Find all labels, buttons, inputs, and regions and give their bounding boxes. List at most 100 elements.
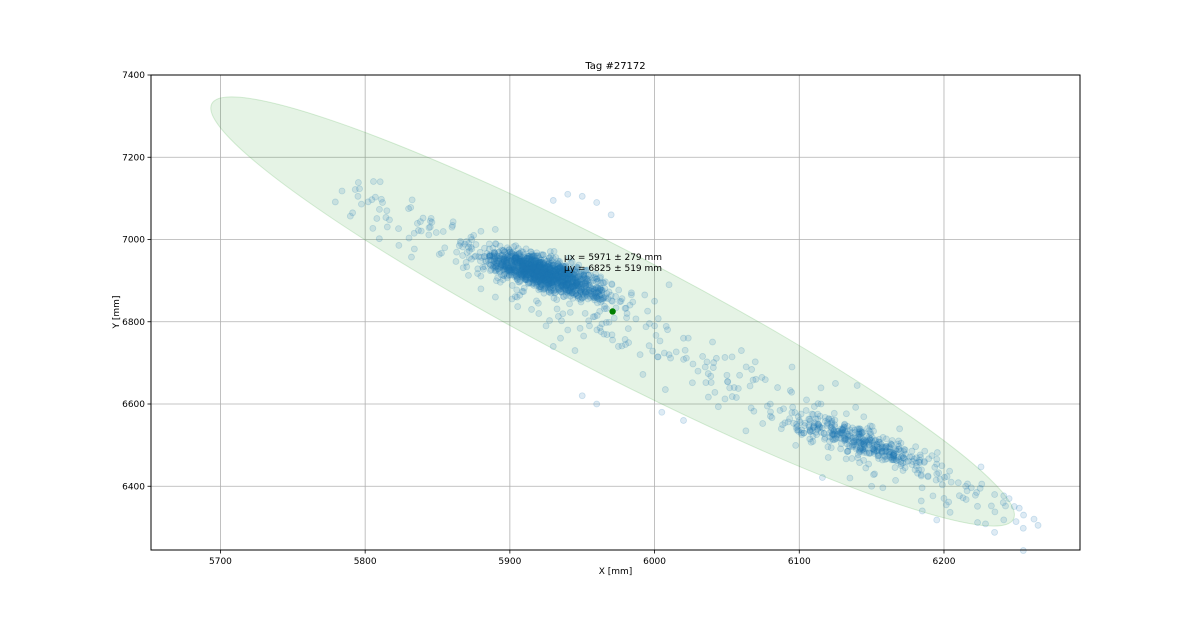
- data-point: [515, 250, 522, 258]
- data-point: [526, 267, 534, 275]
- data-point: [831, 436, 839, 443]
- data-point: [553, 272, 561, 280]
- data-point: [873, 443, 881, 451]
- data-point: [466, 247, 473, 255]
- data-point: [549, 254, 557, 262]
- data-point: [541, 272, 549, 280]
- data-point: [486, 252, 493, 260]
- data-point: [559, 273, 567, 281]
- data-point: [519, 266, 526, 274]
- data-point: [956, 492, 963, 500]
- data-point: [584, 271, 592, 279]
- data-point: [522, 261, 529, 268]
- data-point: [562, 266, 569, 274]
- data-point: [490, 260, 498, 268]
- data-point: [496, 242, 504, 250]
- data-point: [481, 244, 488, 252]
- data-point: [543, 269, 551, 277]
- data-point: [825, 415, 833, 423]
- data-point: [572, 281, 580, 289]
- data-point: [702, 379, 710, 386]
- data-point: [973, 489, 981, 496]
- data-point: [550, 261, 558, 269]
- data-point: [530, 259, 537, 267]
- data-point: [991, 508, 999, 516]
- data-point: [519, 265, 527, 273]
- data-point: [746, 382, 754, 390]
- data-point: [938, 481, 946, 489]
- data-point: [552, 271, 559, 279]
- data-point: [569, 273, 577, 281]
- data-point: [562, 273, 570, 281]
- data-point: [569, 280, 576, 288]
- data-point: [494, 254, 502, 262]
- data-point: [516, 255, 524, 263]
- data-point: [532, 256, 540, 264]
- data-point: [534, 278, 542, 286]
- data-point: [540, 265, 548, 273]
- data-point: [507, 266, 515, 274]
- data-point: [545, 280, 553, 288]
- data-point: [545, 278, 553, 286]
- data-point: [779, 421, 786, 429]
- data-point: [510, 262, 518, 270]
- data-point: [806, 417, 814, 425]
- data-point: [518, 257, 526, 265]
- data-point: [499, 276, 507, 283]
- data-point: [860, 413, 868, 421]
- data-point: [689, 360, 697, 368]
- data-point: [495, 257, 502, 265]
- data-point: [533, 297, 540, 305]
- data-point: [503, 244, 511, 252]
- data-point: [855, 438, 863, 446]
- data-point: [529, 280, 536, 288]
- data-point: [580, 271, 588, 278]
- data-point: [459, 243, 467, 251]
- data-point: [547, 269, 554, 277]
- data-point: [532, 272, 540, 280]
- data-point: [463, 263, 471, 271]
- data-point: [511, 257, 518, 265]
- data-point: [576, 289, 584, 297]
- data-point: [536, 278, 544, 286]
- data-point: [535, 267, 543, 275]
- data-point: [543, 257, 551, 265]
- data-point: [651, 322, 658, 330]
- data-point: [566, 276, 574, 284]
- data-point: [546, 267, 554, 275]
- data-point: [528, 306, 535, 313]
- data-point: [558, 317, 565, 325]
- data-point: [523, 266, 531, 274]
- data-point: [530, 255, 538, 263]
- data-point: [523, 254, 531, 262]
- data-point: [524, 271, 532, 279]
- annotation-mu-y: μy = 6825 ± 519 mm: [564, 264, 662, 274]
- data-point: [550, 248, 558, 255]
- data-point: [537, 263, 544, 270]
- data-point: [946, 467, 954, 475]
- data-point: [560, 270, 568, 278]
- data-point: [899, 459, 907, 467]
- data-point: [714, 403, 722, 411]
- data-point: [534, 259, 542, 267]
- data-point: [501, 270, 509, 278]
- data-point: [512, 272, 520, 280]
- data-point: [539, 276, 547, 284]
- data-point: [519, 260, 527, 268]
- data-point: [747, 404, 755, 412]
- data-point: [550, 275, 558, 282]
- data-point: [521, 267, 529, 275]
- data-point: [493, 277, 500, 285]
- data-point: [463, 238, 470, 245]
- data-point: [528, 254, 536, 262]
- data-point: [575, 282, 583, 290]
- data-point: [395, 225, 402, 233]
- data-point: [514, 251, 522, 259]
- data-point: [593, 199, 601, 206]
- data-point: [761, 376, 769, 384]
- data-point: [510, 256, 518, 264]
- data-point: [576, 280, 584, 288]
- data-point: [507, 256, 515, 264]
- data-point: [551, 268, 559, 276]
